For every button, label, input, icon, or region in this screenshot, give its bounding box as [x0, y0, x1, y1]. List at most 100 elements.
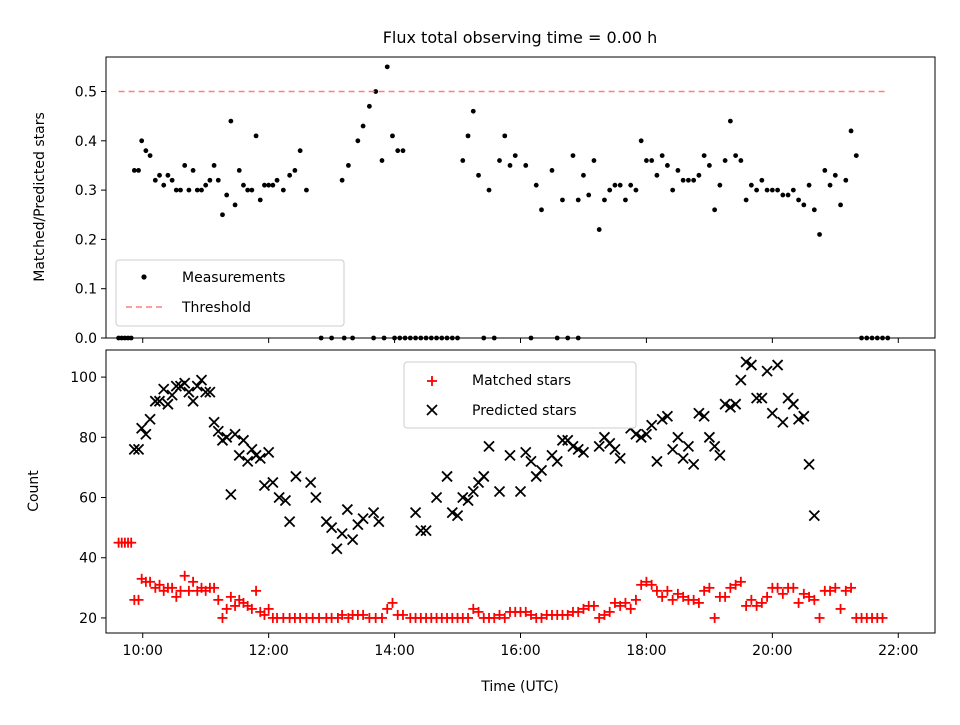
measurement-point: [131, 167, 137, 173]
legend-matched-label: Matched stars: [472, 373, 571, 389]
predicted-stars-point: [451, 509, 464, 522]
measurement-point: [838, 202, 843, 208]
count-y-tick-label: 60: [79, 491, 97, 507]
measurement-point: [228, 118, 234, 124]
measurement-point: [843, 177, 849, 183]
matched-stars-point: [175, 585, 186, 596]
measurement-point: [339, 177, 345, 183]
matched-stars-point: [171, 591, 182, 602]
measurement-point: [581, 172, 586, 178]
matched-stars-point: [489, 612, 500, 623]
matched-stars-point: [154, 579, 165, 590]
matched-stars-point: [636, 579, 647, 590]
predicted-stars-point: [756, 392, 768, 404]
measurement-point: [182, 163, 188, 168]
count-y-tick-label: 80: [79, 430, 97, 446]
matched-stars-point: [641, 576, 652, 587]
matched-stars-point: [620, 597, 631, 608]
measurement-point: [654, 172, 660, 178]
matched-stars-point: [145, 576, 156, 587]
matched-stars-point: [376, 612, 387, 623]
matched-stars-point: [693, 597, 704, 608]
measurement-point: [533, 182, 539, 188]
measurement-point: [232, 202, 238, 208]
measurement-point: [586, 192, 592, 198]
measurement-point: [560, 197, 565, 203]
predicted-stars-point: [279, 494, 292, 507]
measurement-point: [266, 182, 272, 188]
predicted-stars-point: [140, 428, 152, 440]
measurement-point: [528, 335, 534, 341]
matched-stars-point: [772, 582, 783, 593]
measurement-point: [465, 133, 471, 139]
measurement-point: [199, 187, 204, 193]
predicted-stars-point: [630, 428, 642, 440]
matched-stars-point: [259, 609, 270, 620]
matched-stars-point: [188, 576, 199, 587]
predicted-stars-point: [766, 407, 778, 419]
matched-stars-point: [133, 594, 144, 605]
measurement-point: [712, 207, 718, 213]
predicted-stars-point: [504, 449, 516, 462]
measurement-point: [817, 232, 822, 237]
matched-stars-point: [494, 609, 505, 620]
matched-stars-point: [756, 597, 767, 608]
matched-stars-point: [594, 612, 605, 623]
predicted-stars-point: [149, 395, 161, 407]
measurement-point: [701, 153, 707, 158]
predicted-stars-point: [170, 380, 182, 392]
matched-stars-point: [213, 594, 224, 605]
measurement-point: [481, 335, 487, 341]
predicted-stars-point: [446, 506, 458, 519]
matched-stars-point: [382, 603, 393, 614]
matched-stars-point: [651, 585, 662, 596]
predicted-stars-point: [750, 392, 763, 404]
matched-stars-point: [167, 582, 178, 593]
measurement-point: [523, 163, 529, 168]
predicted-stars-point: [267, 476, 279, 489]
matched-stars-point: [499, 612, 510, 623]
predicted-stars-point: [200, 386, 212, 398]
measurement-point: [157, 172, 162, 178]
measurement-point: [392, 335, 397, 341]
measurement-point: [253, 133, 259, 139]
measurement-point: [203, 182, 209, 188]
measurement-point: [400, 148, 406, 154]
predicted-stars-point: [430, 491, 443, 504]
measurement-point: [602, 197, 607, 203]
measurement-point: [143, 148, 149, 154]
matched-stars-point: [699, 585, 710, 596]
measurement-point: [575, 197, 581, 203]
measurement-point: [413, 335, 418, 341]
measurement-point: [649, 158, 655, 163]
predicted-stars-point: [609, 443, 621, 455]
predicted-stars-point: [808, 509, 820, 522]
measurement-point: [759, 177, 765, 183]
predicted-stars-point: [195, 374, 208, 386]
measurement-point: [241, 182, 246, 188]
measurement-point: [827, 182, 833, 188]
measurement-point: [397, 335, 403, 341]
matched-stars-point: [667, 594, 678, 605]
matched-stars-point: [230, 600, 241, 611]
matched-stars-point: [246, 603, 257, 614]
measurement-point: [371, 335, 376, 341]
measurement-point: [502, 133, 508, 139]
measurement-point: [832, 172, 838, 178]
x-tick-label: 22:00: [878, 643, 918, 659]
predicted-stars-point: [136, 422, 148, 434]
ratio-y-axis-label: Matched/Predicted stars: [32, 112, 48, 282]
predicted-stars-point: [331, 543, 343, 555]
measurement-point: [270, 182, 276, 188]
measurement-point: [864, 335, 870, 341]
measurement-point: [612, 182, 618, 188]
predicted-stars-point: [640, 428, 653, 440]
predicted-stars-point: [179, 377, 191, 389]
measurement-point: [727, 118, 733, 124]
predicted-stars-point: [483, 440, 495, 452]
measurement-point: [822, 167, 828, 173]
predicted-stars-point: [520, 446, 532, 458]
legend-measurements-label: Measurements: [182, 270, 285, 286]
measurement-point: [262, 182, 267, 188]
predicted-stars-point: [367, 506, 380, 519]
